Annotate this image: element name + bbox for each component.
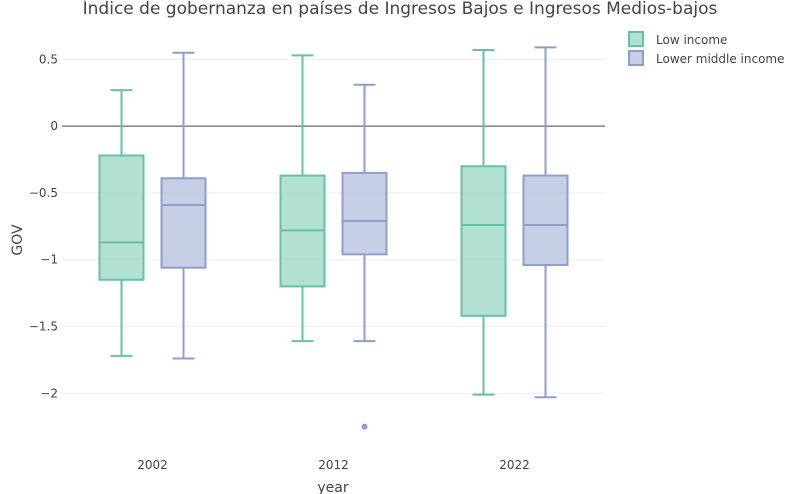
box-iqr <box>160 177 207 269</box>
y-tick-label: 0.5 <box>39 52 58 66</box>
legend-label-lower-middle-income: Lower middle income <box>656 52 785 66</box>
box-plot <box>522 46 569 399</box>
x-axis-ticks: 2002 2012 2022 <box>137 458 530 472</box>
y-tick-label: 0 <box>50 119 58 133</box>
box-plot <box>98 89 145 357</box>
gridlines <box>62 58 605 394</box>
box-plot <box>460 49 507 396</box>
legend-item-lower-middle-income[interactable]: Lower middle income <box>628 50 785 66</box>
box-iqr <box>341 171 388 256</box>
legend-item-low-income[interactable]: Low income <box>628 31 727 47</box>
x-tick-label: 2002 <box>137 458 168 472</box>
box-iqr <box>98 154 145 281</box>
legend-swatch-low-income <box>628 31 644 47</box>
outlier-point <box>361 423 368 430</box>
box-iqr <box>460 165 507 317</box>
box-plot <box>160 51 207 360</box>
box-plot <box>279 54 326 343</box>
x-axis-title: year <box>317 480 348 494</box>
y-tick-label: −1 <box>40 253 58 267</box>
legend-swatch-lower-middle-income <box>628 50 644 66</box>
chart-title: Índice de gobernanza en países de Ingres… <box>83 0 718 19</box>
y-tick-label: −1.5 <box>29 319 58 333</box>
legend-label-low-income: Low income <box>656 33 727 47</box>
y-axis-ticks: 0.5 0 −0.5 −1 −1.5 −2 <box>29 52 58 400</box>
x-tick-label: 2022 <box>499 458 530 472</box>
box-iqr <box>522 174 569 267</box>
box-plot <box>341 83 388 430</box>
y-tick-label: −0.5 <box>29 186 58 200</box>
y-tick-label: −2 <box>40 386 58 400</box>
legend: Low income Lower middle income <box>628 31 785 66</box>
x-tick-label: 2012 <box>318 458 349 472</box>
y-axis-title: GOV <box>10 224 26 256</box>
plot-area <box>98 46 569 430</box>
